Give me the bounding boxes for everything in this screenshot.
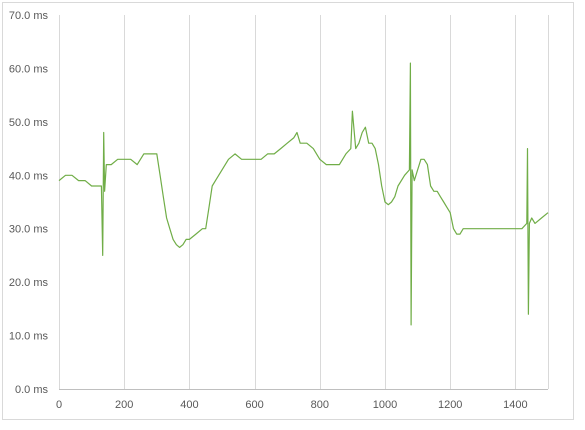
y-tick-label: 0.0 ms (15, 384, 49, 396)
y-tick-label: 30.0 ms (9, 224, 49, 236)
y-tick-label: 50.0 ms (9, 117, 49, 129)
x-tick-label: 600 (245, 399, 263, 411)
chart-frame (2, 2, 574, 420)
series-line (58, 62, 549, 326)
y-tick-label: 40.0 ms (9, 170, 49, 182)
x-tick-label: 400 (180, 399, 198, 411)
y-tick-label: 70.0 ms (9, 10, 49, 22)
y-tick-label: 20.0 ms (9, 277, 49, 289)
y-axis-tick-labels: 0.0 ms 10.0 ms 20.0 ms 30.0 ms 40.0 ms 50.0 m… (9, 10, 49, 396)
x-tick-label: 800 (311, 399, 329, 411)
x-tick-label: 200 (115, 399, 133, 411)
x-axis-tick-labels: 0 200 400 600 800 1000 1200 1400 (56, 399, 528, 411)
x-tick-label: 1000 (373, 399, 397, 411)
vertical-gridlines (59, 15, 549, 389)
x-tick-label: 0 (56, 399, 62, 411)
x-tick-label: 1200 (438, 399, 462, 411)
y-tick-label: 60.0 ms (9, 63, 49, 75)
x-tick-label: 1400 (503, 399, 527, 411)
y-tick-label: 10.0 ms (9, 331, 49, 343)
